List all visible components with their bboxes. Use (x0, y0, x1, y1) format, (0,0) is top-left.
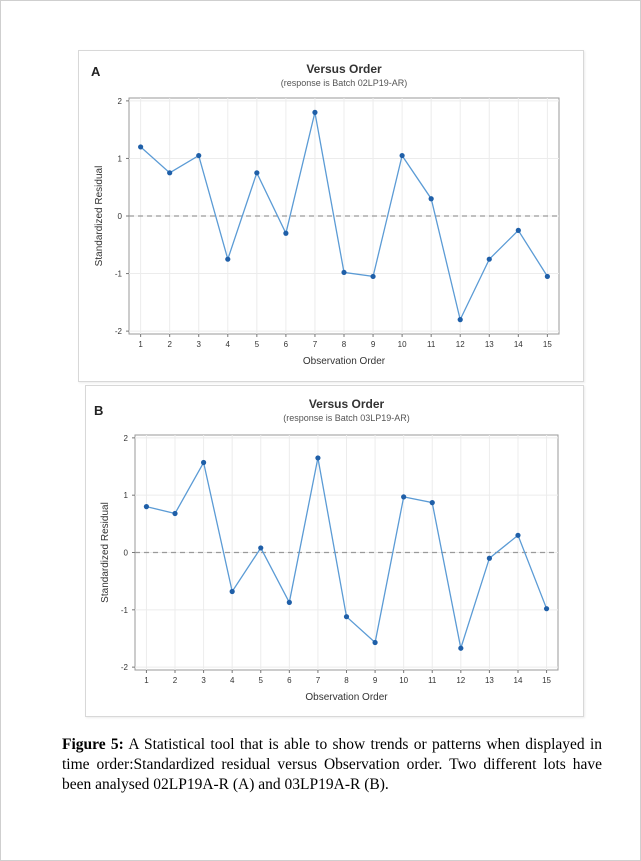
data-point (167, 170, 173, 176)
data-point (428, 196, 434, 202)
y-axis-label: Standardized Residual (100, 502, 111, 603)
data-point (286, 599, 292, 605)
data-point (254, 170, 260, 176)
chart-title: Versus Order (306, 62, 382, 76)
data-point (370, 273, 376, 280)
x-tick-label: 4 (230, 676, 235, 685)
chart-subtitle: (response is Batch 02LP19-AR) (281, 78, 408, 88)
figure-caption: Figure 5: A Statistical tool that is abl… (62, 735, 602, 795)
data-point (315, 455, 321, 461)
data-point (341, 269, 347, 276)
data-point (138, 144, 144, 150)
data-point (225, 256, 231, 262)
x-tick-label: 15 (542, 676, 551, 685)
data-point (543, 606, 550, 612)
data-point (544, 273, 550, 280)
x-tick-label: 2 (167, 340, 172, 349)
y-tick-label: 2 (124, 434, 129, 443)
x-axis-label: Observation Order (305, 692, 388, 703)
data-point (515, 532, 521, 538)
x-tick-label: 10 (399, 676, 408, 685)
x-tick-label: 4 (226, 340, 231, 349)
residual-chart-b: B Versus Order (response is Batch 03LP19-A… (94, 397, 559, 703)
data-point (457, 317, 463, 323)
x-tick-label: 14 (514, 340, 523, 349)
y-tick-label: 2 (118, 97, 123, 106)
y-tick-label: -1 (121, 606, 129, 615)
x-tick-label: 12 (456, 340, 465, 349)
x-tick-label: 3 (201, 676, 206, 685)
x-tick-label: 2 (173, 676, 178, 685)
x-tick-label: 11 (427, 340, 436, 349)
x-tick-label: 14 (514, 676, 523, 685)
data-point (200, 459, 207, 466)
y-tick-label: 1 (118, 154, 123, 163)
chart-subtitle: (response is Batch 03LP19-AR) (283, 413, 410, 423)
data-point (196, 152, 202, 159)
x-tick-label: 6 (284, 340, 289, 349)
panel-label: A (91, 64, 101, 79)
x-tick-label: 3 (197, 340, 202, 349)
data-point (429, 500, 435, 506)
x-tick-label: 7 (313, 340, 318, 349)
x-tick-label: 13 (485, 676, 494, 685)
x-tick-label: 11 (428, 676, 437, 685)
x-tick-label: 7 (316, 676, 321, 685)
panel-label: B (94, 403, 103, 418)
chart-panel-a: A Versus Order (response is Batch 02LP19-A… (78, 50, 584, 382)
data-point (312, 109, 318, 115)
data-point (229, 588, 235, 595)
x-tick-label: 15 (543, 340, 552, 349)
data-point (401, 494, 407, 500)
x-tick-label: 12 (456, 676, 465, 685)
data-point (143, 504, 150, 510)
data-point (372, 639, 378, 646)
data-point (458, 645, 464, 651)
data-point (515, 227, 521, 233)
data-point (172, 510, 178, 517)
data-point (486, 256, 492, 262)
y-tick-label: -2 (121, 663, 129, 672)
x-tick-label: 5 (255, 340, 260, 349)
caption-text: A Statistical tool that is able to show … (62, 736, 602, 793)
x-tick-label: 5 (259, 676, 264, 685)
x-tick-label: 9 (371, 340, 376, 349)
y-tick-label: 1 (124, 491, 129, 500)
x-tick-label: 6 (287, 676, 292, 685)
y-tick-label: 0 (118, 212, 123, 221)
data-point (486, 555, 493, 561)
chart-title: Versus Order (309, 397, 385, 411)
y-axis-label: Standardized Residual (94, 166, 105, 267)
x-tick-label: 10 (398, 340, 407, 349)
caption-label: Figure 5: (62, 736, 124, 753)
x-tick-label: 13 (485, 340, 494, 349)
data-point (399, 152, 405, 159)
x-tick-label: 1 (144, 676, 149, 685)
data-point (258, 545, 264, 551)
data-point (283, 230, 289, 236)
x-axis-label: Observation Order (303, 356, 386, 367)
residual-chart-a: A Versus Order (response is Batch 02LP19-A… (91, 62, 560, 367)
x-tick-label: 8 (342, 340, 347, 349)
y-tick-label: 0 (124, 549, 129, 558)
x-tick-label: 1 (138, 340, 143, 349)
data-point (343, 614, 350, 620)
x-tick-label: 8 (344, 676, 349, 685)
chart-panel-b: B Versus Order (response is Batch 03LP19-A… (85, 385, 584, 717)
y-tick-label: -1 (115, 270, 123, 279)
x-tick-label: 9 (373, 676, 378, 685)
y-tick-label: -2 (115, 327, 123, 336)
